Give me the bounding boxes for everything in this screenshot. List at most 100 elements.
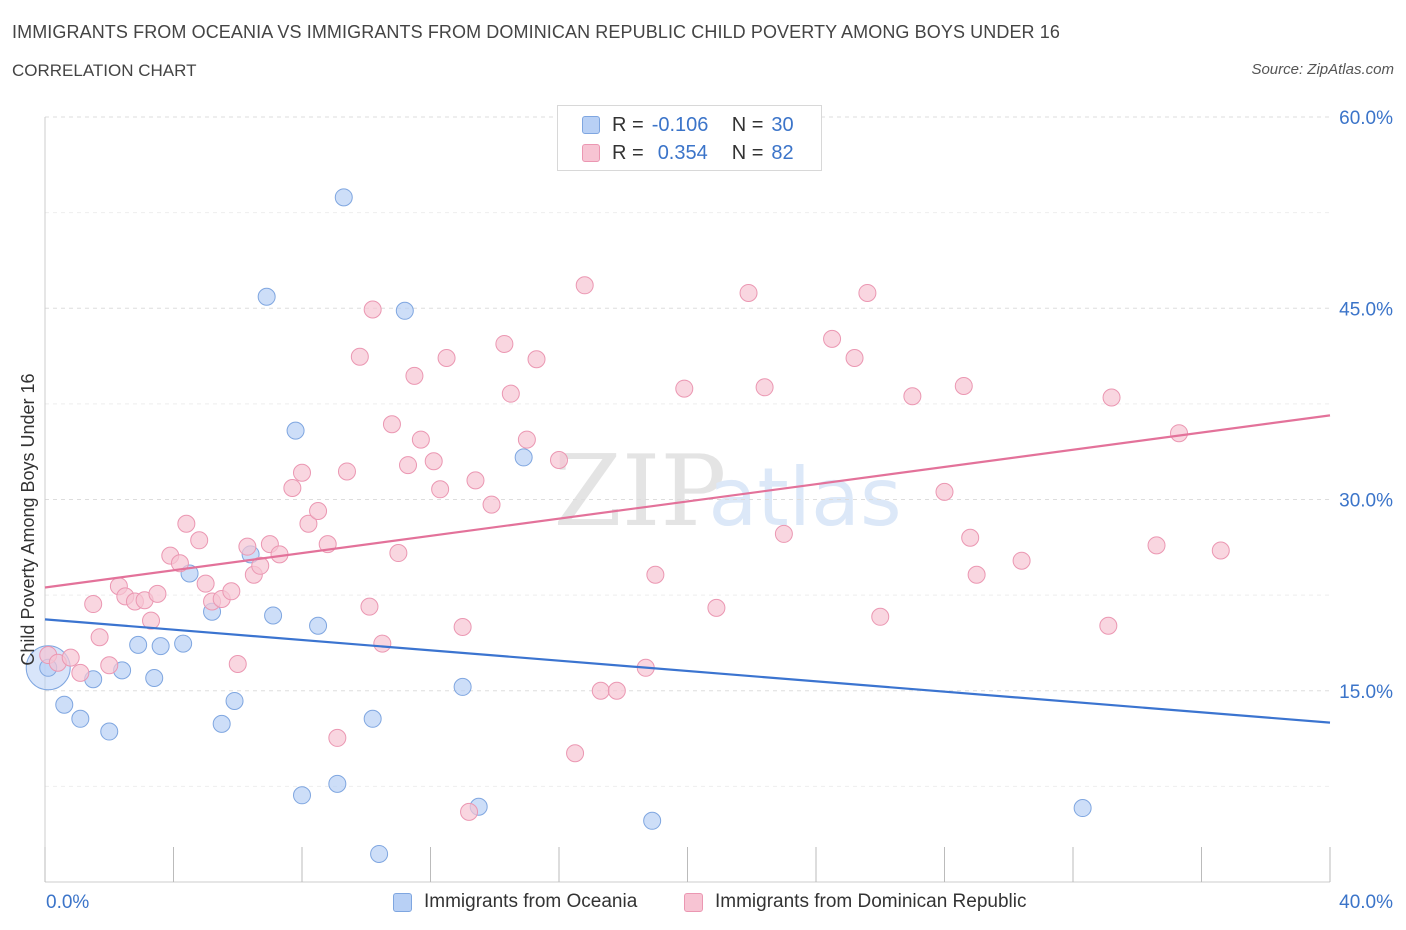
dominican-point	[903, 387, 922, 406]
y-tick-label: 60.0%	[1339, 108, 1393, 129]
dominican-point	[337, 462, 356, 481]
dominican-point	[190, 531, 209, 550]
dominican-point	[739, 283, 758, 302]
dominican-point	[871, 607, 890, 626]
oceania-point	[643, 811, 662, 830]
oceania-point	[151, 637, 170, 656]
oceania-point	[257, 287, 276, 306]
trend-lines	[44, 414, 1331, 724]
dominican-point	[961, 528, 980, 547]
oceania-point	[129, 635, 148, 654]
chart-title: IMMIGRANTS FROM OCEANIA VS IMMIGRANTS FR…	[12, 22, 1060, 42]
dominican-point	[501, 384, 520, 403]
dominican-point	[389, 544, 408, 563]
axes	[44, 117, 1331, 883]
dominican-point	[858, 283, 877, 302]
dominican-point	[646, 565, 665, 584]
oceania-point	[395, 301, 414, 320]
dominican-point	[328, 728, 347, 747]
oceania-point	[55, 695, 74, 714]
dominican-point	[424, 452, 443, 471]
dominican-point	[845, 348, 864, 367]
dominican-point	[453, 618, 472, 636]
dominican-point	[517, 430, 536, 449]
dominican-point	[495, 334, 514, 353]
oceania-point	[225, 691, 244, 710]
dominican-point	[411, 430, 430, 449]
correlation-legend: R = -0.106 N = 30 R = 0.354 N = 82	[557, 105, 822, 171]
dominican-point	[251, 556, 270, 575]
dominican-point	[363, 300, 382, 319]
y-tick-label: 45.0%	[1339, 299, 1393, 320]
dominican-point	[774, 524, 793, 543]
dominican-point	[935, 482, 954, 501]
oceania-point	[334, 188, 353, 207]
legend-row-dominican: R = 0.354 N = 82	[582, 141, 794, 165]
oceania-legend-swatch	[393, 892, 412, 912]
dominican-point	[299, 514, 318, 533]
oceania-point	[100, 722, 119, 741]
dominican-point	[170, 554, 189, 573]
legend-item-dominican: Immigrants from Dominican Republic	[684, 889, 1027, 915]
dominican-point	[100, 656, 119, 675]
dominican-point	[142, 611, 161, 630]
dominican-point	[591, 681, 610, 700]
dominican-point	[71, 663, 90, 682]
dominican-point	[460, 802, 479, 821]
watermark-zip: ZIP	[554, 435, 727, 549]
dominican-point	[1170, 424, 1189, 443]
dominican-point	[360, 597, 379, 616]
watermark-atlas: atlas	[708, 451, 901, 544]
oceania-trend-line	[44, 618, 1331, 724]
dominican-point	[431, 480, 450, 499]
dominican-point	[1099, 616, 1118, 635]
oceania-point	[453, 677, 472, 696]
dominican-point	[405, 366, 424, 385]
source-label: Source: ZipAtlas.com	[1251, 61, 1394, 78]
dominican-point	[309, 501, 328, 520]
dominican-point	[293, 463, 311, 482]
legend-row-oceania: R = -0.106 N = 30	[582, 113, 794, 137]
dominican-point	[823, 329, 842, 348]
n-label: N =	[731, 141, 764, 164]
x-tick-label: 40.0%	[1339, 892, 1393, 913]
oceania-point	[264, 606, 283, 625]
dominican-trend-line	[44, 414, 1331, 589]
dominican-point	[607, 681, 626, 700]
dominican-point	[373, 634, 392, 653]
axis-labels: 15.0% 30.0% 45.0% 60.0% 0.0% 40.0% Child Pover…	[18, 108, 1393, 913]
oceania-point	[286, 421, 305, 440]
dominican-point	[283, 479, 302, 498]
legend-item-oceania: Immigrants from Oceania	[393, 889, 637, 915]
oceania-point	[145, 669, 164, 687]
data-points	[25, 188, 1230, 863]
oceania-point	[328, 774, 347, 793]
dominican-point	[228, 654, 247, 673]
oceania-point	[363, 709, 382, 728]
dominican-point	[1147, 536, 1166, 555]
dominican-point	[675, 379, 694, 398]
dominican-point	[177, 514, 196, 533]
dominican-point	[1012, 551, 1031, 570]
oceania-point	[71, 709, 90, 728]
n-label: N =	[731, 113, 764, 136]
oceania-point	[174, 634, 193, 653]
oceania-point	[514, 448, 533, 467]
r-label: R =	[612, 113, 644, 136]
dominican-point	[967, 565, 986, 584]
dominican-point	[707, 598, 726, 617]
dominican-point	[196, 574, 215, 593]
x-tick-label: 0.0%	[46, 892, 89, 913]
dominican-point	[238, 537, 257, 556]
dominican-point	[482, 495, 501, 514]
dominican-point	[84, 595, 103, 614]
dominican-point	[466, 471, 485, 490]
dominican-point	[527, 350, 546, 369]
dominican-legend-swatch	[684, 892, 703, 912]
oceania-point	[370, 844, 389, 863]
dominican-point	[148, 584, 167, 603]
dominican-point	[1102, 388, 1121, 407]
y-axis-title: Child Poverty Among Boys Under 16	[18, 373, 38, 665]
dominican-point	[61, 648, 80, 667]
y-tick-label: 15.0%	[1339, 682, 1393, 703]
